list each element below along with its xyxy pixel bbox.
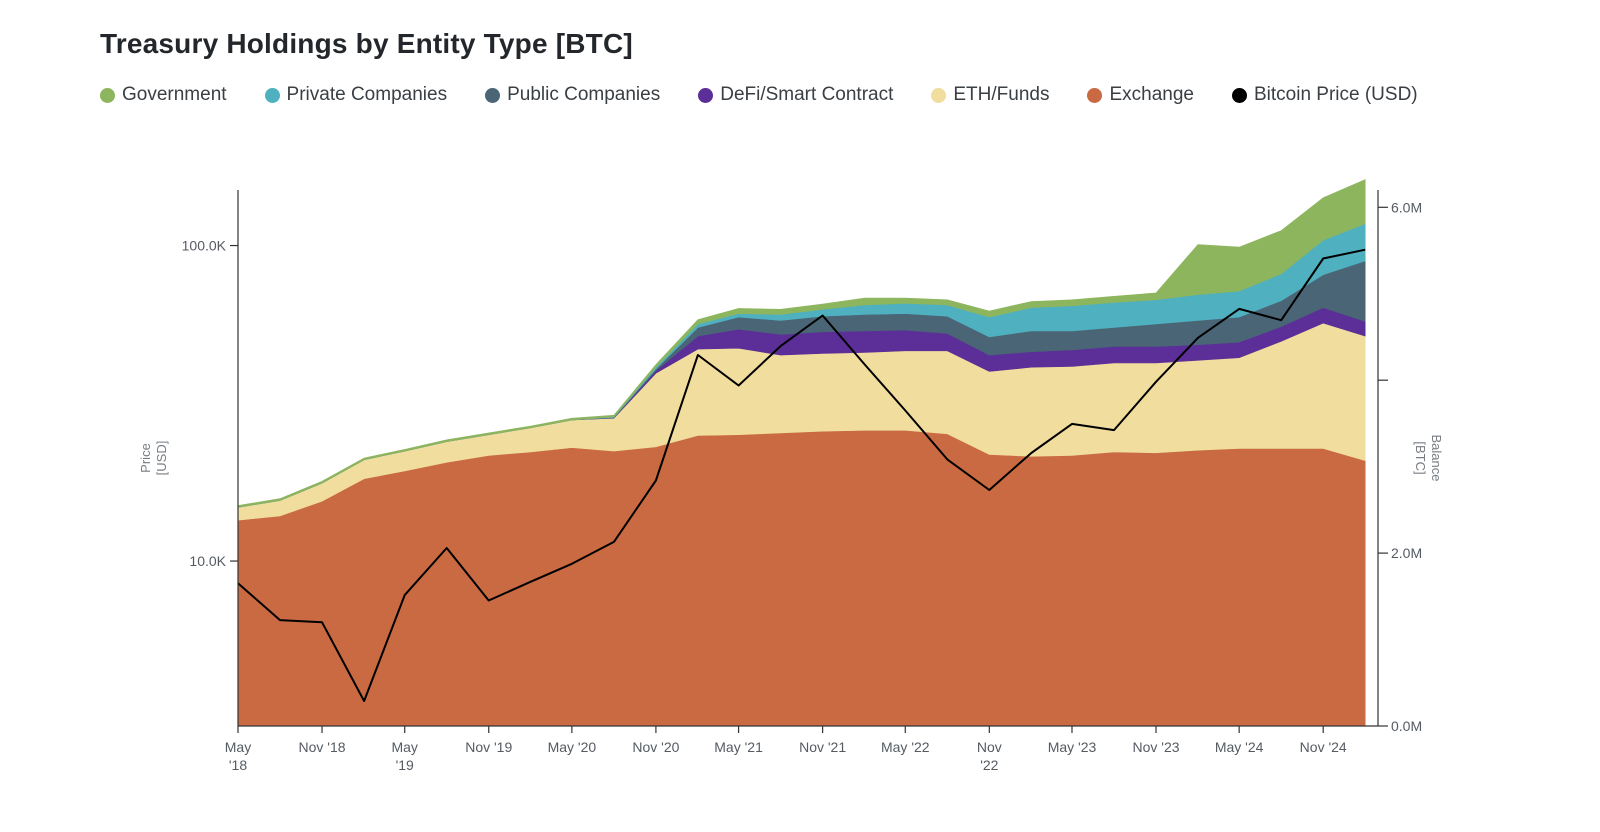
legend-dot-exchange: [1087, 87, 1103, 103]
x-tick-label: Nov '23: [1133, 739, 1180, 755]
y-left-tick-label: 100.0K: [182, 238, 227, 254]
legend-label-eth-funds: ETH/Funds: [953, 84, 1050, 105]
x-tick-label: Nov '18: [299, 739, 346, 755]
axes-layer: 10.0K 100.0K 0.0M 2.0M 6.0M May '18 Nov '18 May '…: [138, 190, 1444, 773]
chart-title: Treasury Holdings by Entity Type [BTC]: [100, 28, 633, 59]
legend-dot-defi-smart-contract: [698, 87, 714, 103]
area-exchange: [237, 430, 1366, 727]
legend-item-exchange[interactable]: Exchange: [1087, 84, 1194, 106]
x-tick-label: May '24: [1215, 739, 1264, 755]
y-right-tick-label: 0.0M: [1391, 718, 1422, 734]
x-tick-label: Nov: [977, 739, 1002, 755]
x-tick-label: Nov '21: [799, 739, 846, 755]
y-right-tick-label: 6.0M: [1391, 199, 1422, 215]
stacked-area-layer: [237, 179, 1366, 727]
legend-label-bitcoin-price: Bitcoin Price (USD): [1253, 84, 1418, 105]
legend-dot-public-companies: [485, 87, 501, 103]
x-tick-label: May '20: [548, 739, 597, 755]
y-left-label-unit: [USD]: [154, 441, 169, 476]
x-tick-label-line2: '19: [396, 757, 414, 773]
legend-item-eth-funds[interactable]: ETH/Funds: [931, 84, 1049, 106]
bitcoin-price-line: [237, 248, 1366, 702]
legend-dot-private-companies: [264, 87, 280, 103]
legend-label-private-companies: Private Companies: [286, 84, 448, 105]
x-tick-label: May: [391, 739, 417, 755]
x-tick-label: May: [225, 739, 251, 755]
x-tick-label: Nov '24: [1300, 739, 1347, 755]
price-line-layer: [237, 248, 1366, 702]
legend-dot-bitcoin-price: [1231, 87, 1247, 103]
x-tick-label: Nov '20: [632, 739, 679, 755]
y-right-label-unit: [BTC]: [1413, 441, 1428, 474]
x-tick-label: Nov '19: [465, 739, 512, 755]
y-right-tick-label: 2.0M: [1391, 545, 1422, 561]
legend-dot-government: [100, 87, 115, 103]
x-tick-label: May '22: [881, 739, 930, 755]
legend-label-exchange: Exchange: [1109, 84, 1194, 105]
legend-label-public-companies: Public Companies: [507, 84, 661, 105]
legend-item-defi-smart-contract[interactable]: DeFi/Smart Contract: [698, 84, 893, 106]
legend-label-defi-smart-contract: DeFi/Smart Contract: [720, 84, 894, 105]
chart-legend: Government Private Companies Public Comp…: [100, 84, 1418, 106]
x-tick-label: May '23: [1048, 739, 1097, 755]
x-tick-label-line2: '22: [980, 757, 998, 773]
legend-dot-eth-funds: [931, 87, 947, 103]
y-left-label: Price: [138, 443, 153, 473]
x-tick-label-line2: '18: [229, 757, 247, 773]
legend-item-bitcoin-price[interactable]: Bitcoin Price (USD): [1231, 84, 1418, 106]
legend-item-private-companies[interactable]: Private Companies: [264, 84, 448, 106]
x-tick-label: May '21: [714, 739, 763, 755]
y-right-label: Balance: [1429, 435, 1444, 482]
legend-item-public-companies[interactable]: Public Companies: [485, 84, 660, 106]
legend-label-government: Government: [122, 84, 227, 105]
y-left-tick-label: 10.0K: [189, 553, 226, 569]
area-government: [237, 179, 1366, 508]
legend-item-government[interactable]: Government: [100, 84, 227, 106]
